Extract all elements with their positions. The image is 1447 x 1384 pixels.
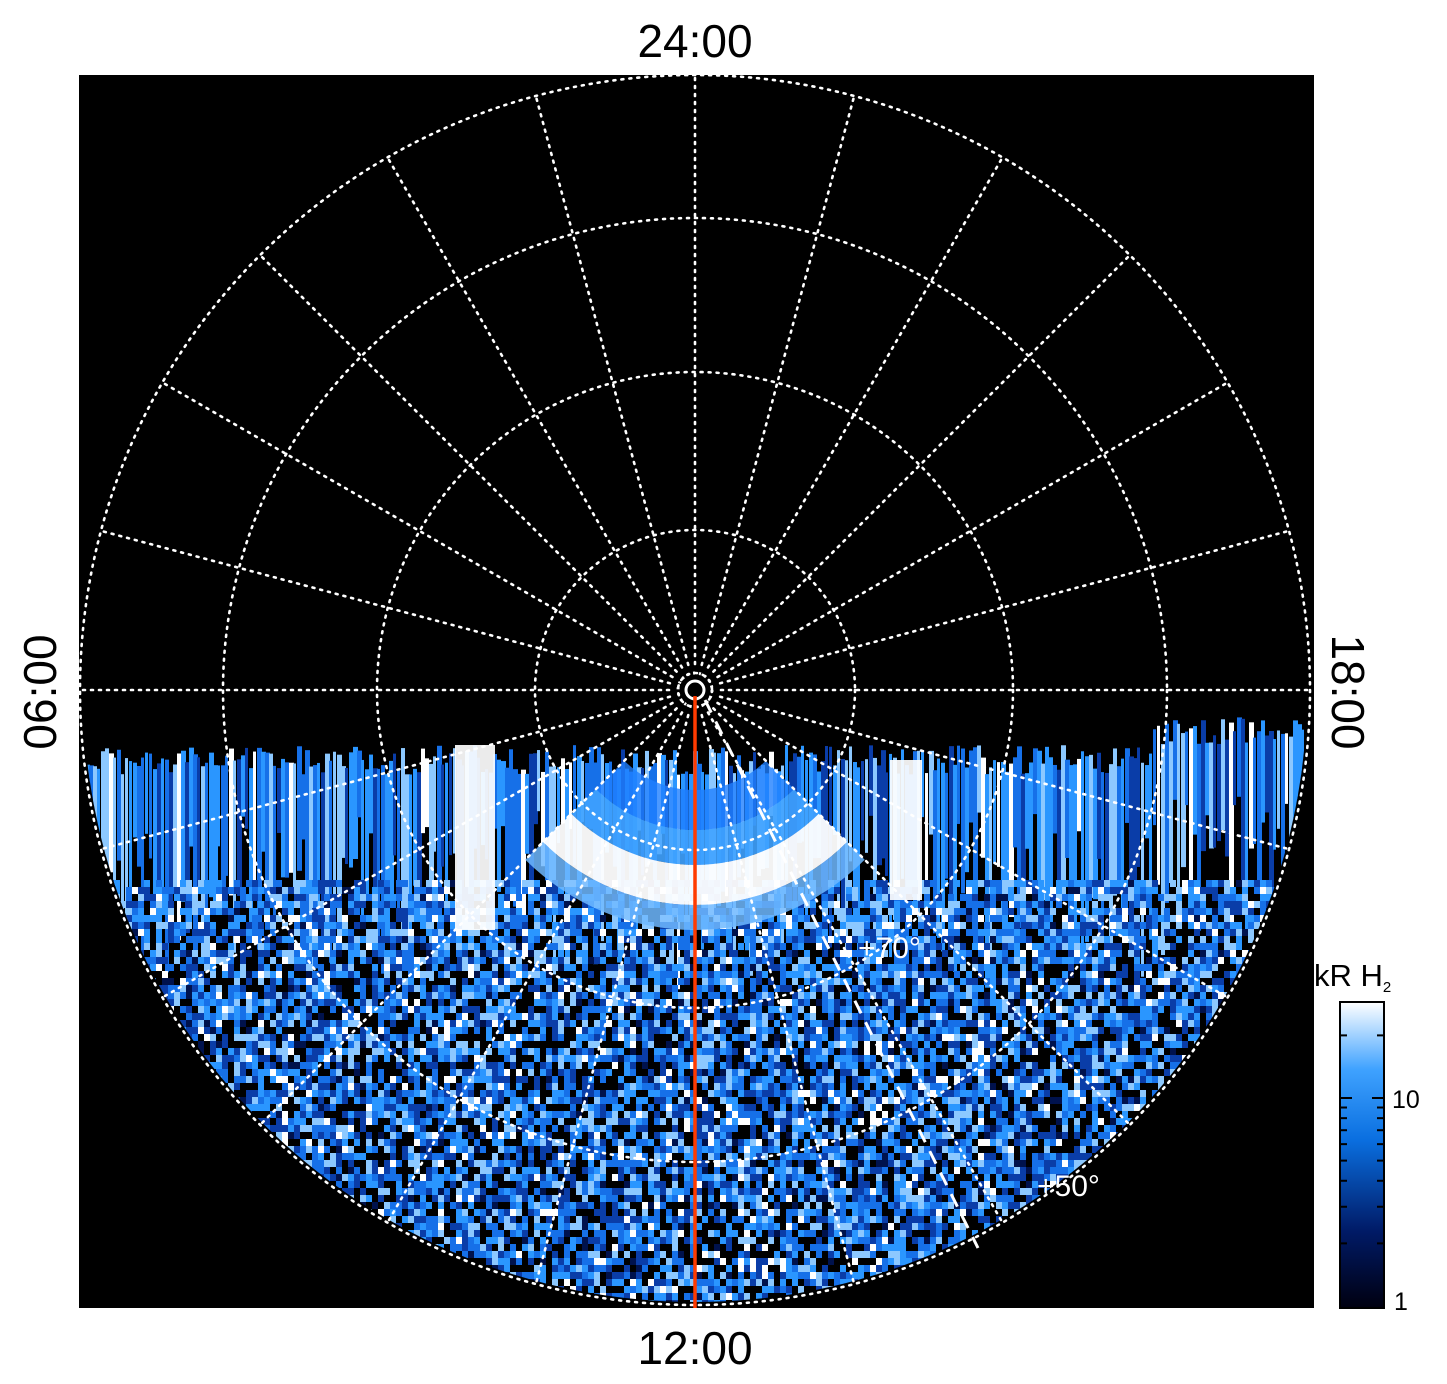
latitude-label-70: +70° bbox=[858, 932, 921, 965]
latitude-label-50: +50° bbox=[1037, 1170, 1100, 1203]
colorbar-tick-1: 1 bbox=[1394, 1288, 1408, 1316]
time-label-left: 06:00 bbox=[14, 634, 66, 749]
bright-emission-patch bbox=[890, 760, 922, 900]
colorbar-gradient bbox=[1340, 1002, 1384, 1308]
colorbar-title: kR H2 bbox=[1314, 958, 1391, 996]
colorbar: kR H2 10 1 bbox=[1314, 958, 1420, 1316]
bright-emission-patch bbox=[455, 745, 495, 930]
colorbar-tick-10: 10 bbox=[1392, 1086, 1420, 1114]
time-label-top: 24:00 bbox=[637, 15, 752, 67]
time-label-right: 18:00 bbox=[1322, 634, 1374, 749]
time-label-bottom: 12:00 bbox=[637, 1322, 752, 1374]
